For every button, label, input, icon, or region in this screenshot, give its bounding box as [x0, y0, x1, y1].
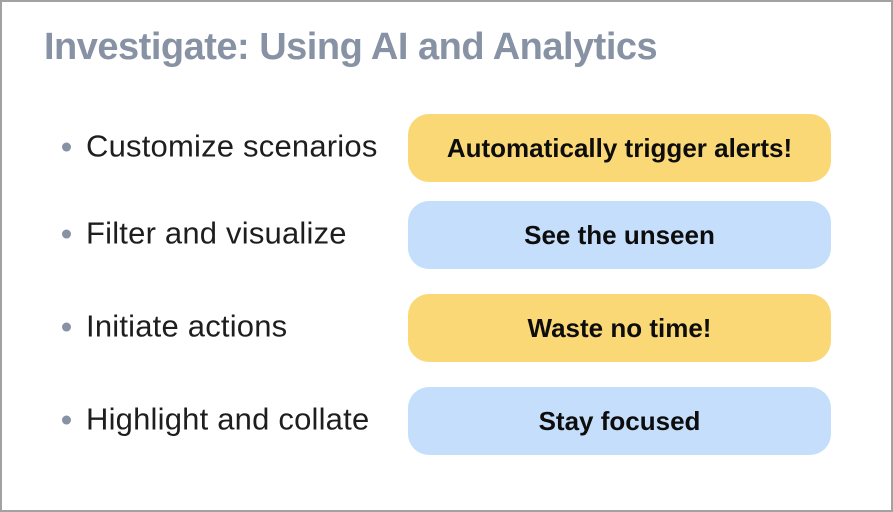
callout-pill-label: Stay focused	[538, 405, 701, 436]
bullet-label: Filter and visualize	[86, 215, 347, 251]
bullet-label: Initiate actions	[86, 308, 288, 344]
bullet-dot-icon	[62, 415, 71, 425]
callout-pill-label: Waste no time!	[527, 312, 712, 343]
bullet-item: Customize scenarios	[62, 129, 378, 165]
callout-pill: See the unseen	[408, 201, 831, 269]
bullet-dot-icon	[62, 142, 71, 152]
feature-row: Initiate actions Waste no time!	[2, 294, 891, 362]
bullet-item: Filter and visualize	[62, 216, 347, 252]
callout-pill-label: Automatically trigger alerts!	[446, 132, 793, 163]
feature-rows: Customize scenarios Automatically trigge…	[2, 114, 891, 480]
callout-pill: Stay focused	[408, 387, 831, 455]
bullet-item: Highlight and collate	[62, 402, 369, 438]
bullet-label: Highlight and collate	[86, 401, 370, 437]
feature-row: Highlight and collate Stay focused	[2, 387, 891, 455]
feature-row: Filter and visualize See the unseen	[2, 201, 891, 269]
callout-pill: Automatically trigger alerts!	[408, 114, 831, 182]
bullet-dot-icon	[62, 229, 71, 239]
feature-row: Customize scenarios Automatically trigge…	[2, 114, 891, 182]
callout-pill-label: See the unseen	[524, 219, 715, 250]
callout-pill: Waste no time!	[408, 294, 831, 362]
bullet-item: Initiate actions	[62, 309, 287, 345]
bullet-dot-icon	[62, 322, 71, 332]
bullet-label: Customize scenarios	[86, 128, 378, 164]
page-title: Investigate: Using AI and Analytics	[44, 26, 658, 68]
